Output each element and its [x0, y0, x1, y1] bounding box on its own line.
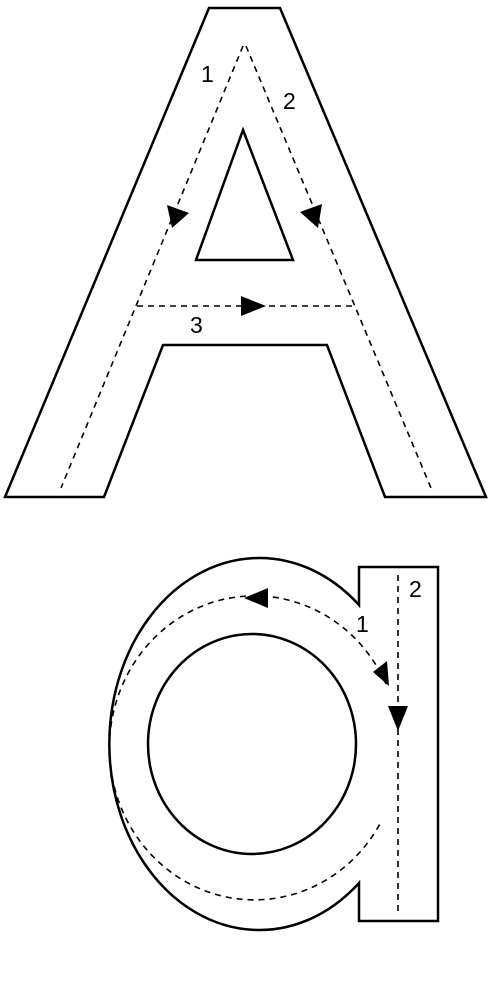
lowercase-a-outline	[108, 556, 440, 932]
uppercase-a-stroke-3-arrow	[241, 296, 266, 316]
lowercase-a-stroke-1-arrow	[244, 588, 268, 608]
uppercase-a-outline	[3, 6, 488, 499]
uppercase-a-stroke-2-arrow	[300, 204, 322, 228]
lowercase-a-stroke-2-number: 2	[409, 576, 422, 602]
uppercase-a-stroke-1-guide	[60, 45, 244, 489]
lowercase-a-stroke-1-number: 1	[356, 611, 369, 637]
uppercase-a-stroke-2-guide	[245, 45, 432, 489]
uppercase-a-stroke-3-number: 3	[190, 312, 203, 338]
lowercase-a-stroke-2-arrow	[388, 706, 408, 731]
uppercase-a-stroke-2-number: 2	[283, 88, 296, 114]
lowercase-a-stroke-1-end-arrow	[373, 661, 389, 686]
uppercase-a: 1 2 3	[3, 6, 488, 499]
lowercase-a-stroke-1-guide	[108, 595, 387, 901]
uppercase-a-stroke-1-arrow	[167, 205, 189, 228]
lowercase-a: 1 2	[108, 556, 440, 932]
uppercase-a-stroke-1-number: 1	[201, 61, 214, 87]
